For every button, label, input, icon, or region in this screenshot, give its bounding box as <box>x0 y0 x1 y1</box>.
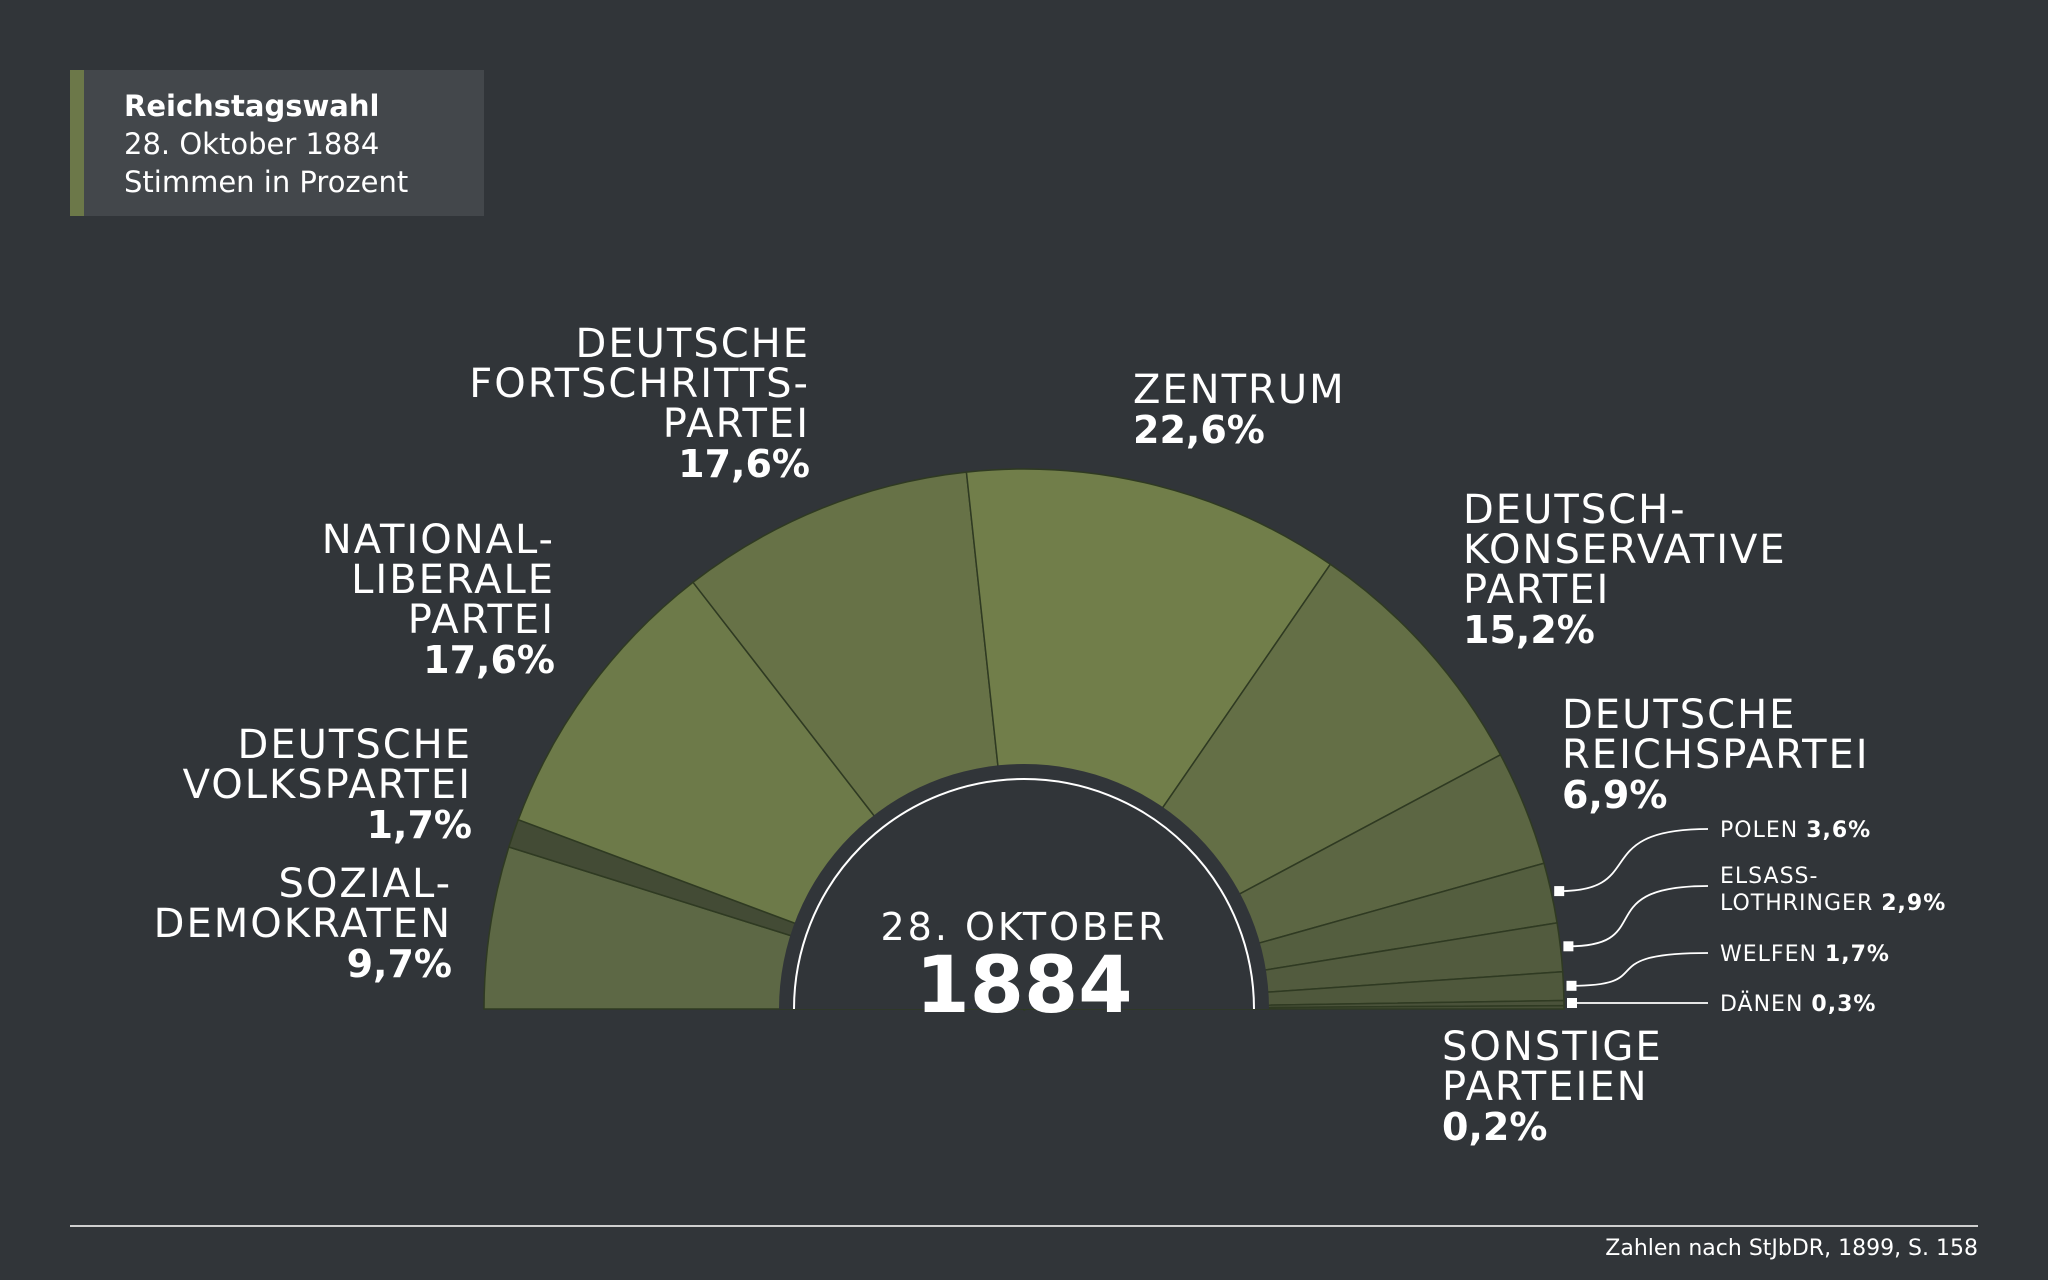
leader-lines <box>1554 828 1709 1008</box>
slice-label-5-line-2: PARTEI <box>1463 567 1610 613</box>
slice-label-1-line-0: DEUTSCHE <box>238 722 472 768</box>
center-ring <box>793 778 1255 1010</box>
slice-value-3: 17,6% <box>678 442 810 486</box>
slice-label-10: DÄNEN 0,3% <box>1720 991 1876 1017</box>
center-hole-fill <box>779 764 1269 1009</box>
slice-label-6-line-1: REICHSPARTEI <box>1562 732 1870 778</box>
slice-value-2: 17,6% <box>423 638 555 682</box>
slice-value-0: 9,7% <box>347 942 452 986</box>
slice-value-1: 1,7% <box>367 803 472 847</box>
slice-label-8-line-0: ELSASS- <box>1720 864 1818 889</box>
center-date: 28. OKTOBER <box>881 905 1168 949</box>
slice-label-3-line-1: FORTSCHRITTS- <box>469 361 810 407</box>
leader-line-7 <box>1559 828 1709 892</box>
slice-label-2-line-2: PARTEI <box>408 597 555 643</box>
slice-label-9: WELFEN 1,7% <box>1720 942 1890 967</box>
slice-label-8-line-1: LOTHRINGER 2,9% <box>1720 891 1946 916</box>
slice-label-3-line-2: PARTEI <box>663 401 810 447</box>
slice-value-9: 1,7% <box>1825 942 1890 967</box>
slice-label-7: POLEN 3,6% <box>1720 818 1871 843</box>
slice-label-9-text: WELFEN <box>1720 942 1825 967</box>
leader-line-8 <box>1568 885 1709 948</box>
slice-label-5-line-1: KONSERVATIVE <box>1463 527 1787 573</box>
chart-title: Reichstagswahl <box>124 89 380 123</box>
slice-label-1-line-1: VOLKSPARTEI <box>183 762 472 808</box>
footer-divider <box>70 1225 1978 1227</box>
chart-subtitle: Stimmen in Prozent <box>124 165 409 199</box>
semicircle-chart: SOZIAL-DEMOKRATEN9,7%DEUTSCHEVOLKSPARTEI… <box>154 321 1946 1149</box>
slice-value-7: 3,6% <box>1806 818 1871 843</box>
slice-value-10: 0,3% <box>1811 992 1876 1017</box>
chart-date: 28. Oktober 1884 <box>124 127 380 161</box>
slice-label-7-text: POLEN <box>1720 818 1806 843</box>
slice-value-6: 6,9% <box>1562 773 1667 817</box>
center-hole <box>779 764 1269 1010</box>
slice-labels: SOZIAL-DEMOKRATEN9,7%DEUTSCHEVOLKSPARTEI… <box>154 321 1946 1149</box>
slice-label-11-line-1: PARTEIEN <box>1442 1064 1649 1110</box>
slice-label-2-line-0: NATIONAL- <box>322 517 555 563</box>
slice-label-3-line-0: DEUTSCHE <box>576 321 810 367</box>
slice-label-5-line-0: DEUTSCH- <box>1463 487 1687 533</box>
leader-line-9 <box>1571 952 1709 987</box>
title-box: Reichstagswahl 28. Oktober 1884 Stimmen … <box>70 70 484 216</box>
slice-label-2-line-1: LIBERALE <box>351 557 555 603</box>
slice-label-4-line-0: ZENTRUM <box>1133 367 1346 413</box>
slice-label-0-line-0: SOZIAL- <box>279 861 452 907</box>
source-note: Zahlen nach StJbDR, 1899, S. 158 <box>1605 1236 1978 1261</box>
slice-value-5: 15,2% <box>1463 608 1595 652</box>
slice-value-11: 0,2% <box>1442 1105 1547 1149</box>
slice-label-10-text: DÄNEN <box>1720 991 1811 1017</box>
slice-label-8-line-1-text: LOTHRINGER <box>1720 891 1881 916</box>
slice-label-0-line-1: DEMOKRATEN <box>154 901 452 947</box>
slice-label-6-line-0: DEUTSCHE <box>1562 692 1796 738</box>
slice-value-8: 2,9% <box>1881 891 1946 916</box>
slice-value-4: 22,6% <box>1133 408 1265 452</box>
center-year: 1884 <box>915 941 1132 1031</box>
slice-label-11-line-0: SONSTIGE <box>1442 1024 1663 1070</box>
